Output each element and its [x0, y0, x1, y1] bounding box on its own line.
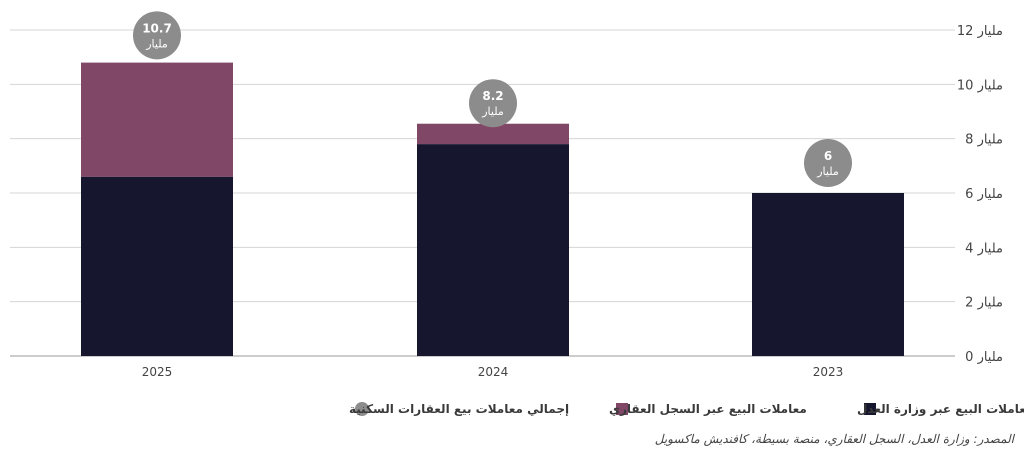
legend-item-total-marker [355, 402, 369, 416]
bar-segment-registry [417, 123, 569, 145]
x-tick-label: 2024 [478, 365, 509, 379]
total-bubble [133, 11, 181, 60]
x-tick-label: 2025 [142, 365, 173, 379]
axes: 0 مليار 2 مليار 4 مليار 6 مليار 8 مليار 10 مل… [142, 24, 1003, 379]
legend-item-moj-marker [864, 403, 876, 415]
total-value-label: 10.7 [142, 21, 172, 35]
y-tick-label: 4 مليار [965, 241, 1003, 256]
bars [81, 62, 904, 356]
legend-item-registry-marker [616, 403, 628, 415]
total-unit-label: مليار [481, 105, 504, 118]
y-tick-label: 10 مليار [957, 78, 1003, 93]
bar-segment-moj [752, 193, 904, 356]
legend-item-moj-label: معاملات البيع عبر وزارة العدل [857, 402, 1024, 417]
total-unit-label: مليار [145, 37, 168, 50]
bar-segment-registry [81, 62, 233, 177]
y-tick-label: 0 مليار [965, 350, 1003, 365]
legend: معاملات البيع عبر وزارة العدل معاملات الب… [349, 402, 1024, 417]
y-tick-label: 12 مليار [957, 24, 1003, 39]
bar-segment-moj [81, 176, 233, 356]
total-value-label: 8.2 [482, 89, 503, 103]
total-bubble [804, 139, 852, 187]
total-value-label: 6 [824, 149, 832, 163]
total-bubble [469, 79, 517, 128]
y-tick-label: 2 مليار [965, 296, 1003, 311]
source-note: المصدر: وزارة العدل، السجل العقاري، منصة… [654, 432, 1014, 446]
total-labels: 10.7 مليار 8.2 مليار 6 مليار [133, 11, 852, 187]
total-unit-label: مليار [816, 165, 839, 178]
legend-item-registry-label: معاملات البيع عبر السجل العقاري [609, 402, 807, 416]
y-tick-label: 8 مليار [965, 133, 1003, 148]
y-tick-label: 6 مليار [965, 187, 1003, 202]
x-tick-label: 2023 [813, 365, 844, 379]
legend-item-total-label: إجمالي معاملات بيع العقارات السكنية [349, 402, 569, 416]
bar-segment-moj [417, 144, 569, 356]
